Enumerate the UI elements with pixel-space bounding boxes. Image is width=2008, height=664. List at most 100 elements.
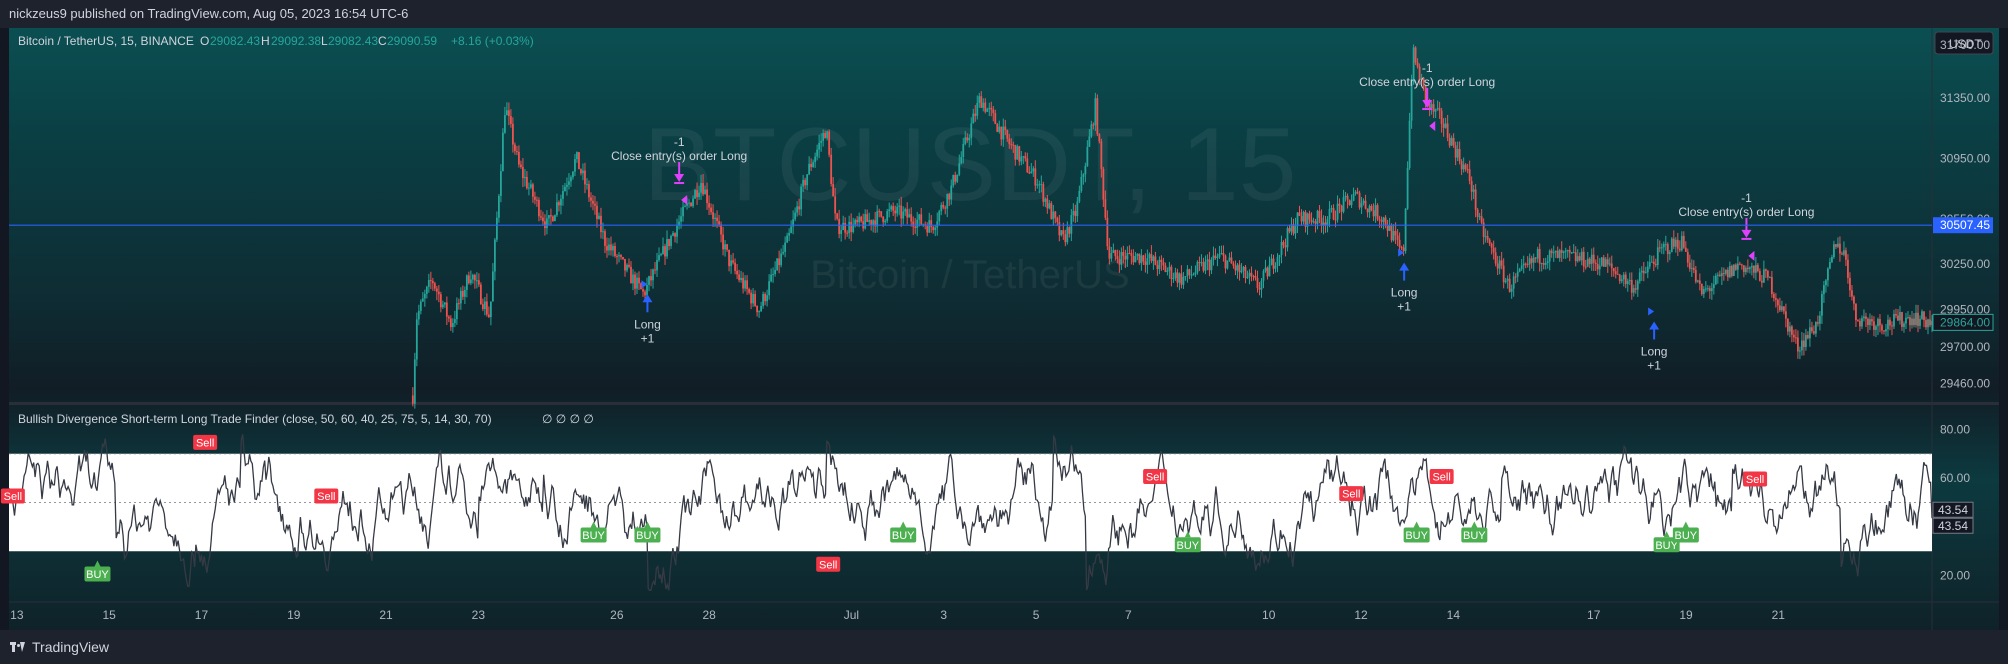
candle [453, 319, 456, 323]
candle [1048, 203, 1051, 209]
candle [1484, 236, 1487, 238]
label-box [1403, 527, 1430, 543]
label-box [84, 566, 111, 582]
ohlc-open: 29082.43 [210, 34, 260, 48]
oscillator-axis[interactable]: 80.00 60.00 20.00 43.54 43.54 [1932, 422, 1974, 583]
candle [584, 170, 586, 185]
candle [1156, 264, 1159, 270]
oscillator-last-value: 43.54 [1932, 517, 1974, 534]
time-axis[interactable]: 13 15 17 19 21 23 26 28 Jul 3 5 7 10 12 14 17 19 21 [10, 608, 1785, 622]
candle [1514, 276, 1517, 278]
candle [1803, 340, 1805, 348]
candle [1110, 253, 1113, 259]
candle [622, 256, 624, 259]
label-text: Sell [819, 559, 837, 571]
candle [1895, 313, 1897, 316]
indicator-title[interactable]: Bullish Divergence Short-term Long Trade… [18, 412, 492, 426]
currency-button[interactable]: USDT [1934, 31, 1994, 55]
candle [1754, 264, 1757, 273]
candle [1216, 256, 1219, 258]
long-entry-signal: Long+1 [1641, 307, 1667, 372]
candle [1927, 319, 1929, 328]
chart-canvas[interactable]: BTCUSDT, 15 Bitcoin / TetherUS Sell BUY Se… [0, 0, 2008, 630]
candle [548, 215, 550, 219]
pane-separator[interactable] [9, 402, 1999, 405]
label-box [193, 434, 218, 450]
candle [1654, 264, 1657, 266]
candle [554, 215, 556, 222]
candle [580, 169, 582, 174]
candle [1835, 244, 1837, 247]
candle [1774, 298, 1777, 300]
candle [1346, 195, 1349, 200]
label-text: Sell [317, 491, 335, 503]
candle [766, 295, 769, 302]
candle [1646, 266, 1649, 273]
close-arrow-base [674, 182, 685, 185]
buy-label-pointer [1184, 531, 1191, 538]
candle [1786, 318, 1789, 332]
candle [1620, 279, 1623, 282]
candle [1891, 325, 1893, 327]
symbol-title[interactable]: Bitcoin / TetherUS, 15, BINANCE [18, 34, 194, 48]
candle [1764, 269, 1767, 271]
candle [846, 232, 849, 234]
candle [1716, 274, 1719, 276]
candle [920, 214, 923, 225]
candle [1879, 319, 1881, 326]
symbol-legend[interactable]: Bitcoin / TetherUS, 15, BINANCE O 29082.… [18, 34, 534, 48]
candle [1811, 327, 1813, 332]
candle [540, 216, 542, 218]
candle [746, 280, 748, 290]
candle [830, 154, 833, 184]
candle [642, 289, 644, 292]
candle [900, 205, 903, 219]
label-box [816, 556, 841, 572]
price-axis[interactable]: 31700.0031350.0030950.0030550.0030250.00… [1932, 38, 1994, 390]
candle [1072, 210, 1075, 216]
candle [1915, 312, 1917, 326]
candle [956, 174, 959, 182]
candle [1132, 255, 1135, 263]
candle [1328, 208, 1331, 220]
time-tick: 23 [472, 608, 486, 622]
candle [1873, 321, 1875, 330]
candle [570, 177, 572, 182]
candle [976, 102, 979, 116]
candle [1390, 224, 1393, 241]
candle [1118, 258, 1121, 265]
candle [1424, 85, 1427, 101]
candle [550, 215, 552, 217]
candle [1020, 156, 1023, 162]
candle [1666, 244, 1669, 255]
candle [1458, 148, 1461, 162]
candle [620, 255, 622, 257]
candle [1660, 247, 1663, 249]
candle [678, 221, 680, 226]
candle [1524, 263, 1527, 265]
sell-label: Sell [0, 488, 25, 504]
candle [1116, 256, 1119, 259]
currency-label[interactable]: USDT [1949, 37, 1982, 51]
candle [1326, 219, 1329, 226]
candle [610, 244, 612, 251]
candle [1502, 265, 1505, 283]
candle [1796, 337, 1799, 352]
candle [890, 206, 893, 210]
candle [670, 235, 672, 247]
candle [740, 277, 742, 281]
tradingview-logo[interactable]: TradingView [10, 630, 109, 664]
label-text: BUY [1405, 530, 1428, 542]
candle [1088, 136, 1091, 147]
candle [974, 113, 977, 116]
candle [694, 190, 696, 199]
candle [1188, 269, 1191, 275]
oscillator-series [8, 434, 1933, 591]
candle [481, 304, 484, 310]
indicator-legend[interactable]: Bullish Divergence Short-term Long Trade… [18, 412, 594, 426]
candle [972, 113, 975, 124]
candle [756, 305, 758, 313]
candle [760, 305, 762, 312]
candle [656, 260, 658, 271]
